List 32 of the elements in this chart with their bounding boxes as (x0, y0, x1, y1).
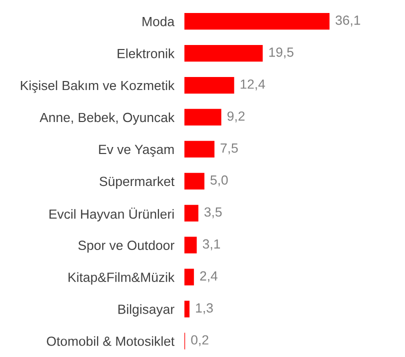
bar (184, 108, 222, 126)
bar (184, 44, 263, 62)
y-tick-label: Spor ve Outdoor (78, 240, 174, 253)
y-tick-label: Moda (142, 16, 175, 26)
data-label: 36,1 (336, 16, 360, 26)
data-label: 3,5 (204, 207, 222, 218)
bar (184, 204, 198, 222)
data-label: 3,1 (202, 239, 220, 250)
bar (184, 300, 190, 318)
y-tick-label: Ev ve Yaşam (99, 144, 174, 157)
y-tick-label: Otomobil & Motosiklet (46, 336, 174, 346)
data-label: 0,2 (191, 335, 208, 346)
data-label: 19,5 (269, 48, 294, 58)
y-tick-label: Kitap&Film&Müzik (68, 272, 175, 285)
data-label: 7,5 (220, 144, 238, 154)
data-label: 9,2 (227, 111, 245, 122)
bar (184, 172, 204, 190)
y-tick-label: Evcil Hayvan Ürünleri (50, 208, 174, 222)
y-tick-label: Süpermarket (100, 176, 174, 189)
y-tick-label: Bilgisayar (118, 304, 174, 317)
y-tick-label: Anne, Bebek, Oyuncak (40, 112, 175, 125)
data-label: 2,4 (200, 271, 218, 282)
bar (184, 236, 197, 254)
data-label: 5,0 (210, 175, 228, 186)
y-tick-label: Elektronik (118, 48, 175, 58)
bar (184, 76, 234, 94)
data-label: 12,4 (240, 79, 266, 90)
y-tick-label: Kişisel Bakım ve Kozmetik (20, 80, 175, 93)
bar (184, 140, 214, 158)
data-label: 1,3 (196, 303, 213, 314)
bar (184, 268, 194, 286)
bar (184, 13, 330, 30)
